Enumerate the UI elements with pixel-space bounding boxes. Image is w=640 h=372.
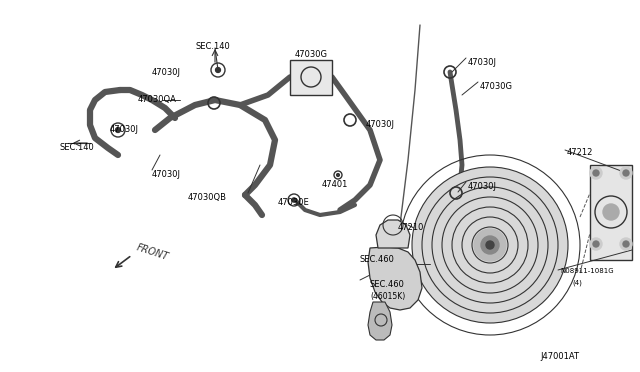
Text: FRONT: FRONT	[135, 242, 170, 262]
Circle shape	[590, 167, 602, 179]
Circle shape	[432, 187, 548, 303]
Text: 47030J: 47030J	[152, 170, 181, 179]
FancyBboxPatch shape	[290, 60, 332, 95]
Circle shape	[593, 241, 599, 247]
FancyBboxPatch shape	[590, 165, 632, 260]
Text: 47030J: 47030J	[110, 125, 139, 134]
Circle shape	[481, 236, 499, 254]
Circle shape	[452, 207, 528, 283]
Circle shape	[216, 68, 220, 73]
Circle shape	[398, 153, 582, 337]
Text: SEC.460: SEC.460	[370, 280, 405, 289]
Text: 47030J: 47030J	[468, 58, 497, 67]
Polygon shape	[376, 220, 410, 248]
Text: 47030QB: 47030QB	[188, 193, 227, 202]
Circle shape	[474, 229, 506, 261]
Text: N08911-1081G: N08911-1081G	[560, 268, 614, 274]
Circle shape	[623, 170, 629, 176]
Text: 47030E: 47030E	[278, 198, 310, 207]
Text: 47030J: 47030J	[366, 120, 395, 129]
Text: (46015K): (46015K)	[370, 292, 405, 301]
Text: 47030G: 47030G	[480, 82, 513, 91]
Text: 47212: 47212	[567, 148, 593, 157]
Polygon shape	[368, 247, 422, 310]
Circle shape	[593, 170, 599, 176]
Text: SEC.140: SEC.140	[195, 42, 230, 51]
Polygon shape	[368, 302, 392, 340]
Circle shape	[620, 238, 632, 250]
Text: 47030J: 47030J	[468, 182, 497, 191]
Circle shape	[472, 227, 508, 263]
Circle shape	[116, 128, 120, 132]
Circle shape	[590, 238, 602, 250]
Circle shape	[412, 167, 568, 323]
Text: SEC.140: SEC.140	[60, 143, 95, 152]
Circle shape	[337, 174, 339, 176]
Circle shape	[292, 198, 296, 202]
Circle shape	[620, 167, 632, 179]
Text: 47030G: 47030G	[295, 50, 328, 59]
Circle shape	[486, 241, 494, 249]
Text: 47030J: 47030J	[152, 68, 181, 77]
Text: 47401: 47401	[322, 180, 348, 189]
Text: (4): (4)	[572, 280, 582, 286]
Text: 47030QA: 47030QA	[138, 95, 177, 104]
Circle shape	[623, 241, 629, 247]
Circle shape	[603, 204, 619, 220]
Text: J47001AT: J47001AT	[540, 352, 579, 361]
Text: 47210: 47210	[398, 223, 424, 232]
Text: SEC.460: SEC.460	[360, 255, 395, 264]
